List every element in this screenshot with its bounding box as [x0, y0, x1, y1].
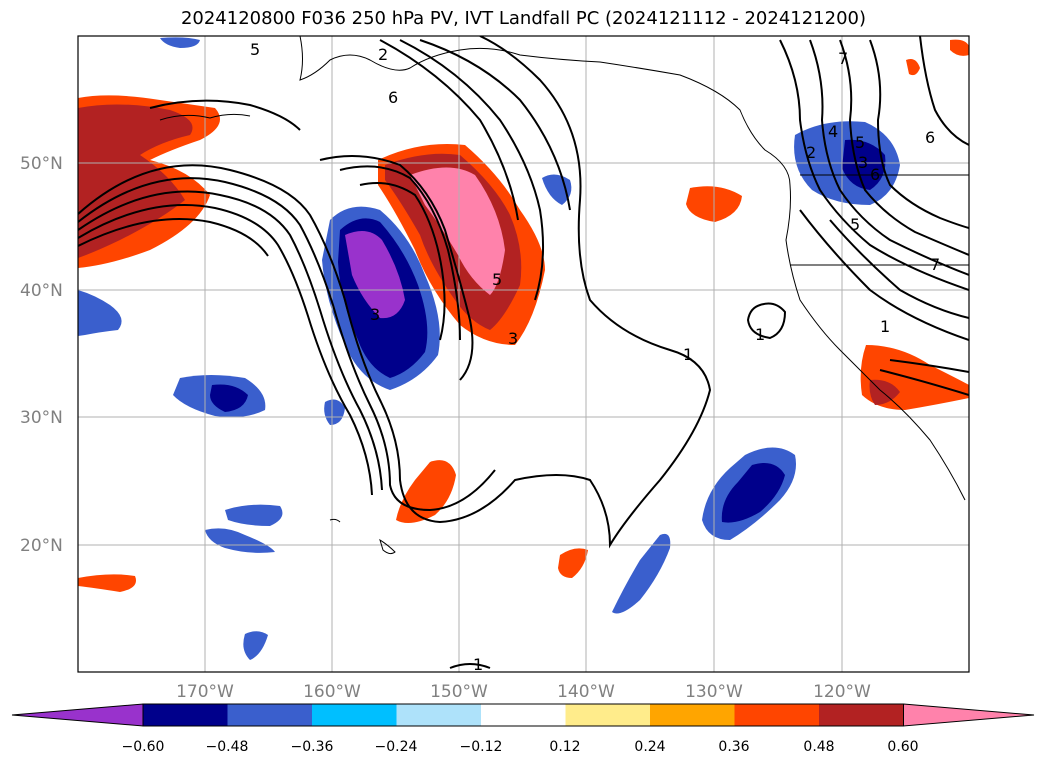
- colorbar-tick-labels: −0.60 −0.48 −0.36 −0.24 −0.12 0.12 0.24 …: [122, 739, 919, 755]
- colorbar-segment: [227, 704, 312, 726]
- colorbar-tick-label: 0.24: [634, 739, 665, 755]
- colorbar-tick-label: 0.12: [549, 739, 580, 755]
- contour-label: 1: [880, 317, 890, 336]
- negative-anomaly-small-4: [243, 631, 268, 660]
- colorbar-tick-label: −0.24: [375, 739, 418, 755]
- colorbar-tick-label: 0.60: [887, 739, 918, 755]
- positive-anomaly-northwest-core: [78, 104, 193, 258]
- contour-label: 3: [858, 153, 868, 172]
- contour-label: 7: [930, 255, 940, 274]
- colorbar-segment: [143, 704, 228, 726]
- lon-label: 150°W: [430, 682, 488, 702]
- colorbar-segment: [819, 704, 904, 726]
- map-title: 2024120800 F036 250 hPa PV, IVT Landfall…: [180, 8, 867, 29]
- contour-label: 1: [473, 655, 483, 674]
- contour-label: 6: [870, 165, 880, 184]
- positive-anomaly-central-core: [410, 167, 505, 295]
- positive-anomaly-east-4: [906, 59, 920, 76]
- lat-label: 30°N: [20, 408, 63, 428]
- contour-label: 6: [925, 128, 935, 147]
- positive-anomaly-east-3: [558, 548, 588, 578]
- colorbar-tick-label: −0.12: [460, 739, 503, 755]
- colorbar-segment: [734, 704, 819, 726]
- lat-label: 50°N: [20, 154, 63, 174]
- colorbar-outline: [142, 703, 904, 727]
- lon-label: 170°W: [176, 682, 234, 702]
- colorbar-segment: [312, 704, 397, 726]
- colorbar-extend-low: [11, 703, 144, 727]
- contour-label: 6: [388, 88, 398, 107]
- contour-label: 7: [838, 49, 848, 68]
- contour-label: 1: [755, 325, 765, 344]
- positive-anomaly-west-strip: [78, 574, 136, 592]
- gridlines: [78, 36, 969, 672]
- positive-anomaly-east-2-core: [869, 379, 900, 405]
- lon-label: 160°W: [303, 682, 361, 702]
- colorbar-tick-label: 0.48: [803, 739, 834, 755]
- lon-label: 120°W: [813, 682, 871, 702]
- colorbar-segment: [565, 704, 650, 726]
- contour-label: 3: [508, 329, 518, 348]
- contour-label: 5: [492, 270, 502, 289]
- lon-label: 130°W: [685, 682, 743, 702]
- contour-label: 2: [806, 143, 816, 162]
- contour-label: 5: [855, 133, 865, 152]
- pv-fill-layer: [78, 37, 969, 660]
- negative-anomaly-streak: [612, 533, 671, 614]
- colorbar-segment: [650, 704, 735, 726]
- colorbar: [11, 703, 1035, 727]
- colorbar-tick-label: 0.36: [718, 739, 749, 755]
- lat-label: 40°N: [20, 281, 63, 301]
- negative-anomaly-central-core: [345, 231, 405, 319]
- positive-anomaly-east-5: [950, 39, 969, 56]
- ivt-contours: [78, 36, 969, 669]
- colorbar-extend-high: [903, 703, 1035, 727]
- negative-anomaly-small-5: [160, 37, 200, 48]
- contour-labels: 5 6 3 2 4 5 6 7 5 3 1 1 2 3 5 6 7 1 1: [250, 40, 940, 674]
- colorbar-segment: [481, 704, 566, 726]
- negative-anomaly-small-3: [225, 504, 283, 526]
- contour-label: 5: [250, 40, 260, 59]
- negative-anomaly-small-1: [324, 399, 345, 425]
- latitude-labels: 50°N 40°N 30°N 20°N: [20, 154, 63, 556]
- contour-label: 1: [683, 345, 693, 364]
- contour-label: 3: [370, 305, 380, 324]
- contour-label: 5: [850, 215, 860, 234]
- negative-anomaly-southwest-core: [210, 384, 248, 412]
- contour-label: 2: [378, 45, 388, 64]
- negative-anomaly-small-2: [205, 528, 275, 553]
- map-frame: [77, 35, 970, 673]
- longitude-labels: 170°W 160°W 150°W 140°W 130°W 120°W: [176, 682, 871, 702]
- colorbar-tick-label: −0.60: [122, 739, 165, 755]
- lat-label: 20°N: [20, 536, 63, 556]
- negative-anomaly-subtropical-core: [721, 462, 785, 523]
- lon-label: 140°W: [557, 682, 615, 702]
- colorbar-segment: [396, 704, 481, 726]
- colorbar-tick-label: −0.48: [206, 739, 249, 755]
- colorbar-tick-label: −0.36: [291, 739, 334, 755]
- negative-anomaly-west: [78, 290, 122, 336]
- coastlines: [159, 36, 969, 555]
- contour-label: 4: [828, 122, 838, 141]
